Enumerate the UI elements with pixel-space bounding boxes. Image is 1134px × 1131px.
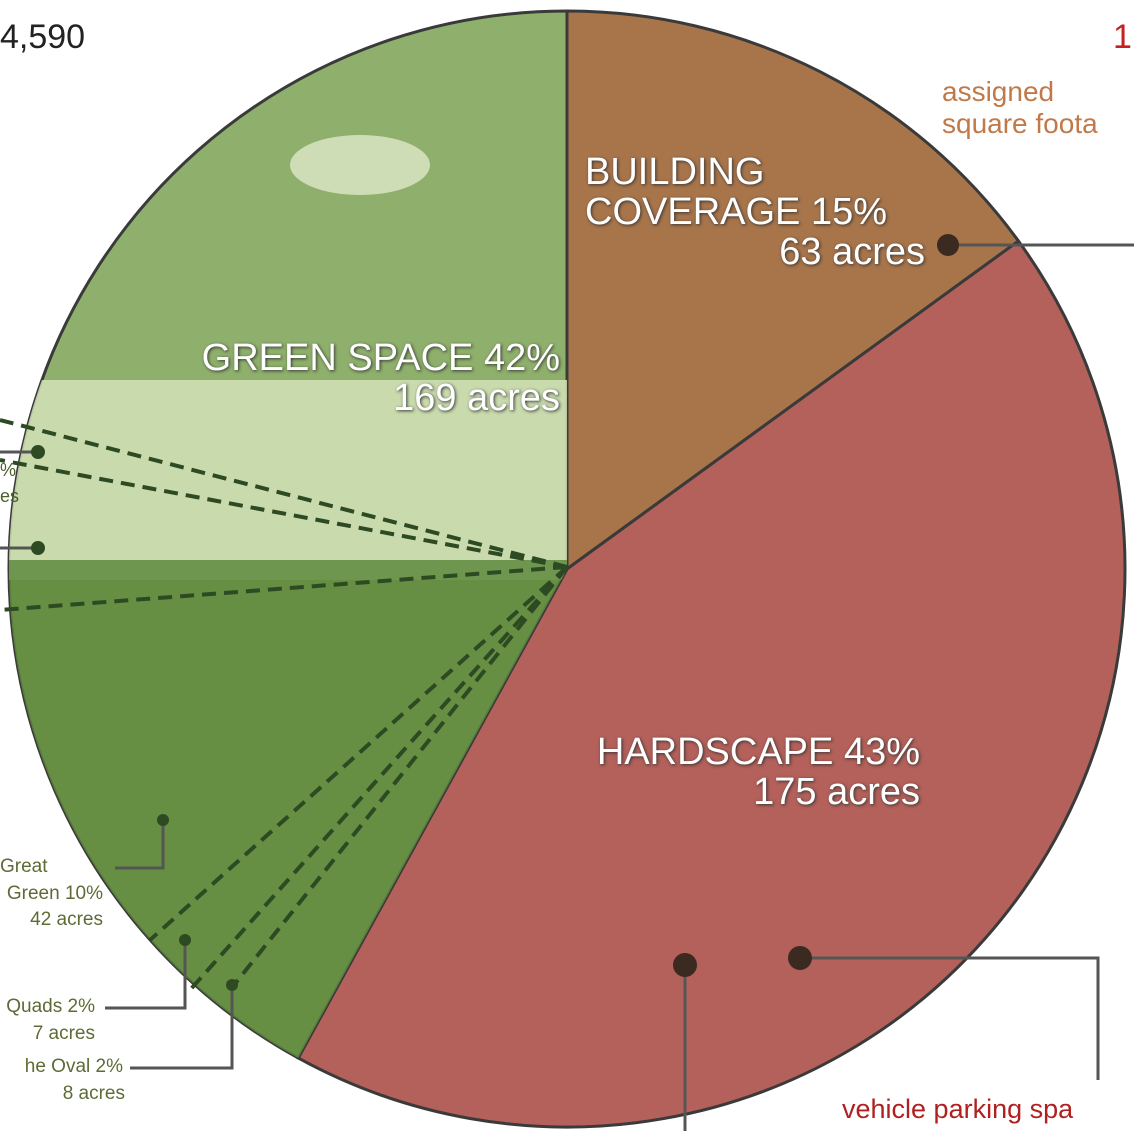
category-label: BUILDING COVERAGE bbox=[585, 151, 801, 233]
slice-label: GREEN SPACE 42% 169 acres bbox=[120, 338, 560, 418]
annotation: 8 acres bbox=[62, 1083, 125, 1104]
pie-slice bbox=[296, 238, 1127, 1129]
callout-dots bbox=[31, 234, 959, 991]
value-label: 15% bbox=[810, 191, 888, 233]
pie-slice bbox=[565, 9, 1021, 572]
annotation: 42 acres bbox=[30, 909, 103, 930]
acre-label: 175 acres bbox=[753, 771, 920, 813]
category-label: GREEN SPACE bbox=[201, 337, 474, 379]
value-label: 43% bbox=[843, 731, 920, 773]
category-label: HARDSCAPE bbox=[596, 731, 834, 773]
annotation: 1 bbox=[1113, 18, 1132, 56]
annotation: 4,590 bbox=[0, 18, 86, 56]
slice-label: HARDSCAPE 43% 175 acres bbox=[520, 732, 920, 812]
annotation: assigned bbox=[942, 76, 1055, 107]
annotation: es bbox=[0, 486, 20, 506]
annotation: he Oval 2% bbox=[24, 1056, 123, 1077]
slice-label: BUILDING COVERAGE 15% 63 acres bbox=[585, 152, 925, 272]
acre-label: 169 acres bbox=[393, 377, 560, 419]
dashed-lines bbox=[0, 418, 569, 992]
annotation: % bbox=[0, 460, 17, 480]
annotation: Great bbox=[0, 856, 48, 877]
annotation: 7 acres bbox=[32, 1023, 95, 1044]
value-label: 42% bbox=[483, 337, 560, 379]
annotation: square foota bbox=[942, 108, 1098, 139]
annotation: Quads 2% bbox=[6, 996, 95, 1017]
annotation: Green 10% bbox=[6, 883, 103, 904]
annotation: vehicle parking spa bbox=[842, 1094, 1074, 1124]
acre-label: 63 acres bbox=[779, 231, 925, 273]
